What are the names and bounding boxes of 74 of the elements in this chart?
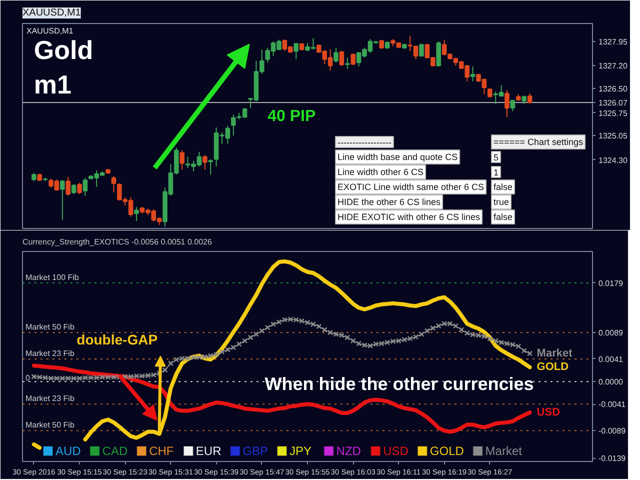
y-tick-label: 0.0179 (598, 278, 624, 288)
legend-label: CAD (102, 444, 128, 458)
annotation: double-GAP (76, 331, 158, 348)
ref-line-label: Market 50 Fib (26, 322, 75, 332)
candlestick (60, 180, 65, 221)
annotation: 1 (494, 168, 499, 178)
y-tick-label: 1327.95 (598, 37, 628, 46)
candlestick (111, 176, 116, 193)
y-tick-label: 1326.07 (598, 98, 628, 108)
legend-label: GOLD (430, 444, 464, 458)
chart-subtitle: XAUUSD,M1 (26, 26, 74, 36)
text: GOLD (536, 361, 569, 374)
ref-line-label: Market 23 Fib (26, 394, 75, 404)
chart-title: Currency_Strength_EXOTICS -0.0056 0.0051 0.0026 (22, 238, 212, 246)
annotation: true (494, 197, 510, 207)
annotation: Gold (34, 34, 94, 65)
candlestick (71, 184, 76, 195)
candlestick (345, 57, 350, 70)
legend-label: JPY (290, 444, 312, 458)
y-tick-label: 1324.30 (598, 156, 628, 165)
candlestick (208, 158, 213, 176)
text: Market (536, 347, 572, 360)
candlestick (504, 90, 510, 118)
candlestick (66, 176, 70, 196)
candlestick (379, 39, 384, 50)
legend-label: USD (383, 444, 409, 458)
candlestick (436, 40, 441, 67)
annotation: 40 PIP (268, 108, 316, 125)
candlestick (470, 66, 476, 82)
text: USD (536, 406, 560, 418)
y-tick-label: 0.0089 (598, 328, 624, 338)
annotation: HIDE the other 6 CS lines (338, 197, 442, 207)
candlestick (134, 206, 139, 222)
ref-line-label: Market 50 Fib (26, 420, 75, 430)
annotation: When hide the other currencies (264, 374, 534, 394)
y-tick-label: 0.0041 (598, 354, 624, 364)
chart-title: XAUUSD,M1 (22, 8, 82, 18)
y-tick-label: 1326.50 (598, 84, 628, 94)
candlestick (527, 92, 532, 104)
candlestick (82, 177, 88, 196)
y-tick-label: 1327.20 (598, 62, 628, 71)
annotation: false (494, 212, 513, 222)
annotation: Line width other 6 CS (338, 167, 424, 177)
candlestick (339, 50, 344, 66)
y-tick-label: -0.0041 (598, 400, 626, 410)
y-tick-label: -0.0139 (598, 454, 626, 464)
annotation: false (494, 182, 513, 192)
y-tick-label: -0.0089 (598, 426, 626, 436)
annotation: HIDE EXOTIC with other 6 CS lines (338, 212, 481, 222)
candlestick (350, 52, 356, 66)
ref-line-label: Market 23 Fib (26, 348, 75, 358)
candlestick (202, 154, 208, 170)
y-tick-label: 0.0000 (598, 378, 624, 387)
annotation: ------------------ (338, 138, 392, 148)
candlestick (77, 182, 82, 195)
legend-label: CHF (149, 444, 174, 458)
legend-label: EUR (196, 444, 222, 458)
candlestick (180, 150, 184, 170)
annotation: m1 (34, 70, 72, 100)
candlestick (419, 43, 424, 58)
y-tick-label: 1325.05 (598, 132, 628, 141)
annotation: 5 (494, 152, 499, 162)
annotation: EXOTIC Line width same other 6 CS (338, 182, 484, 192)
legend-label: GBP (242, 444, 268, 458)
annotation: Line width base and quote CS (338, 152, 458, 162)
legend-label: Market (485, 444, 523, 458)
candlestick (294, 42, 298, 60)
legend-label: AUD (56, 444, 82, 458)
candlestick (334, 47, 338, 63)
annotation: ====== Chart settings (494, 137, 584, 147)
legend-label: NZD (336, 444, 362, 458)
ref-line-label: 0 (26, 374, 30, 383)
ref-line-label: Market 100 Fib (26, 272, 80, 282)
y-tick-label: 1325.75 (598, 108, 628, 118)
